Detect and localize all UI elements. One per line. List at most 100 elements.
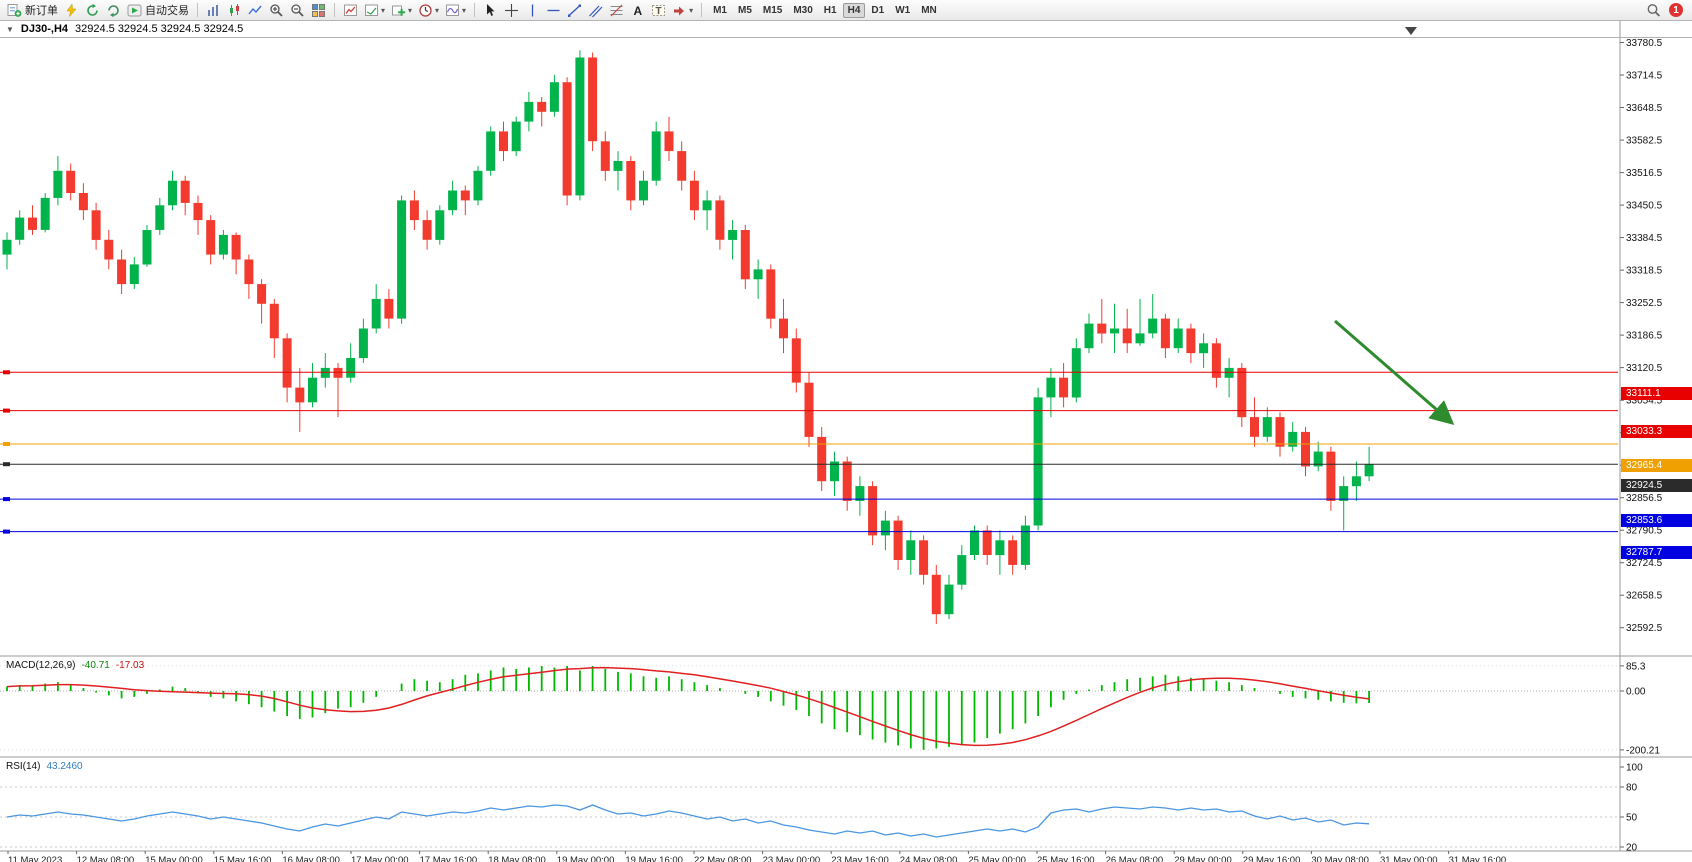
periods-button[interactable]: ▾ [416, 1, 441, 19]
arrows-tool-button[interactable]: ▾ [670, 1, 695, 19]
equidistant-channel-icon [589, 5, 603, 17]
timeframe-button-m30[interactable]: M30 [793, 4, 813, 16]
profiles-button[interactable] [83, 1, 102, 19]
timeframe-button-m5[interactable]: M5 [737, 4, 752, 16]
time-axis-label: 11 May 2023 [8, 855, 62, 862]
bar-chart-button[interactable] [204, 1, 223, 19]
macd-panel: 85.3 0.00 -200.21 [0, 661, 1660, 756]
channel-tool-button[interactable] [586, 1, 605, 19]
templates-button[interactable]: ▾ [443, 1, 468, 19]
level-anchor-marker [3, 442, 10, 446]
vertical-line-icon [531, 4, 534, 16]
price-tick-label: 33780.5 [1626, 38, 1663, 49]
refresh-icon [108, 4, 119, 17]
svg-text:A: A [634, 4, 643, 18]
price-tick-label: 33582.5 [1626, 136, 1663, 147]
horizontal-levels[interactable] [0, 370, 1618, 534]
tile-windows-button[interactable] [309, 1, 328, 19]
rsi-name: RSI(14) [6, 761, 41, 772]
toolbar-right: 1 [1646, 3, 1687, 18]
time-axis[interactable]: 11 May 2023 12 May 08:00 15 May 00:00 15 Ma… [7, 851, 1506, 862]
panel-separators [0, 21, 1692, 852]
text-label-tool-button[interactable]: T [649, 1, 668, 19]
price-tick-label: 33450.5 [1626, 201, 1663, 212]
cursor-icon [487, 3, 495, 16]
chart-canvas[interactable]: 33780.5 33714.5 33648.5 33582.5 33516.5 33450… [0, 21, 1692, 862]
price-tick-label: 33318.5 [1626, 266, 1663, 277]
timeframe-button-h4[interactable]: H4 [842, 2, 866, 18]
line-chart-icon [248, 5, 262, 14]
timeframe-button-w1[interactable]: W1 [895, 4, 911, 16]
level-anchor-marker [3, 529, 10, 534]
macd-axis-label: 0.00 [1626, 687, 1646, 698]
crosshair-tool-button[interactable] [502, 1, 521, 19]
cursor-tool-button[interactable] [481, 1, 500, 19]
price-axis[interactable]: 33780.5 33714.5 33648.5 33582.5 33516.5 33450… [1620, 38, 1663, 634]
candlestick-chart-button[interactable] [225, 1, 244, 19]
time-axis-label: 31 May 00:00 [1380, 855, 1438, 862]
chart-header: ▼ DJ30-,H4 32924.5 32924.5 32924.5 32924… [0, 21, 1692, 38]
auto-trading-button[interactable]: 自动交易 [125, 1, 191, 19]
notification-badge[interactable]: 1 [1669, 3, 1683, 17]
time-axis-label: 25 May 16:00 [1037, 855, 1095, 862]
price-tick-label: 32724.5 [1626, 558, 1663, 569]
time-axis-label: 29 May 16:00 [1243, 855, 1301, 862]
text-icon: A [634, 4, 643, 18]
refresh-button[interactable] [104, 1, 123, 19]
rsi-axis-label: 80 [1626, 783, 1638, 794]
new-order-label: 新订单 [25, 5, 58, 17]
timeframe-button-mn[interactable]: MN [921, 4, 937, 16]
text-tool-button[interactable]: A [628, 1, 647, 19]
toolbar-separator [334, 3, 335, 17]
horizontal-line-tool-button[interactable] [544, 1, 563, 19]
time-axis-label: 22 May 08:00 [694, 855, 752, 862]
fibonacci-tool-button[interactable] [607, 1, 626, 19]
time-axis-label: 17 May 00:00 [351, 855, 409, 862]
dropdown-caret-icon: ▾ [408, 5, 413, 15]
dropdown-caret-icon: ▾ [435, 5, 440, 15]
level-anchor-marker [3, 408, 10, 413]
add-indicator-button[interactable]: ▾ [389, 1, 414, 19]
fibonacci-icon [610, 4, 623, 16]
zoom-out-button[interactable] [288, 1, 307, 19]
time-axis-label: 12 May 08:00 [77, 855, 135, 862]
time-axis-label: 15 May 00:00 [145, 855, 203, 862]
search-icon[interactable] [1646, 3, 1661, 18]
price-tick-label: 32790.5 [1626, 526, 1663, 537]
indicator-windows-button[interactable]: ▾ [362, 1, 387, 19]
template-icon [446, 4, 460, 16]
auto-trading-icon [127, 4, 142, 16]
time-axis-label: 23 May 16:00 [831, 855, 889, 862]
timeframe-button-d1[interactable]: D1 [871, 4, 885, 16]
time-axis-label: 23 May 00:00 [763, 855, 821, 862]
trendline-tool-button[interactable] [565, 1, 584, 19]
one-click-trading-collapse-icon[interactable]: ▼ [6, 24, 14, 34]
dropdown-caret-icon: ▾ [689, 5, 694, 15]
time-axis-label: 30 May 08:00 [1311, 855, 1369, 862]
timeframe-button-m15[interactable]: M15 [762, 4, 783, 16]
zoom-out-icon [291, 3, 304, 17]
time-axis-label: 25 May 00:00 [968, 855, 1026, 862]
timeframe-button-h1[interactable]: H1 [823, 4, 837, 16]
macd-histogram [6, 666, 1370, 750]
toolbar: 新订单 自动交易 [0, 0, 1692, 21]
price-tick-label: 32658.5 [1626, 591, 1663, 602]
trend-arrow-annotation[interactable] [1334, 319, 1455, 425]
indicators-button[interactable] [341, 1, 360, 19]
clock-icon [419, 3, 432, 17]
dropdown-caret-icon: ▾ [381, 5, 386, 15]
macd-signal-line [6, 666, 1370, 747]
new-order-button[interactable]: 新订单 [5, 1, 60, 19]
rsi-panel: 100 80 50 20 [0, 763, 1643, 854]
rsi-value: 43.2460 [46, 761, 83, 772]
timeframe-button-m1[interactable]: M1 [713, 4, 727, 16]
zoom-in-button[interactable] [267, 1, 286, 19]
price-tick-label: 32592.5 [1626, 623, 1663, 634]
line-chart-button[interactable] [246, 1, 265, 19]
rsi-line [6, 804, 1370, 838]
profiles-icon [87, 3, 98, 16]
metaeditor-button[interactable] [62, 1, 81, 19]
vertical-line-tool-button[interactable] [523, 1, 542, 19]
price-level-tag: 33111.1 [1621, 386, 1692, 400]
rsi-axis-label: 50 [1626, 813, 1638, 824]
